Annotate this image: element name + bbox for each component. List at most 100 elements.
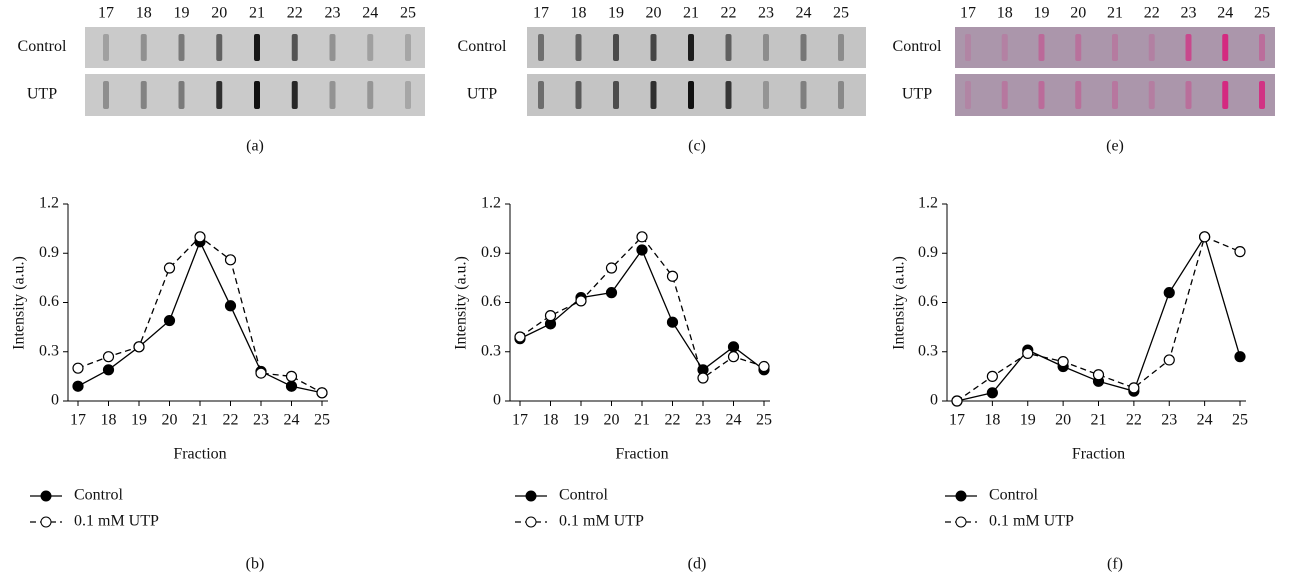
series-line	[78, 242, 322, 393]
point	[952, 396, 962, 406]
y-tick-label: 1.2	[918, 195, 938, 212]
lane-label: 20	[211, 5, 227, 22]
band	[1259, 81, 1265, 109]
point	[165, 316, 175, 326]
band	[1186, 81, 1192, 109]
band	[292, 34, 298, 61]
panel-label: (a)	[246, 138, 264, 155]
y-axis-title: Intensity (a.u.)	[11, 256, 28, 350]
band	[801, 34, 807, 61]
point	[134, 342, 144, 352]
band	[688, 34, 694, 61]
y-axis-title: Intensity (a.u.)	[891, 256, 908, 350]
point	[287, 371, 297, 381]
point	[104, 352, 114, 362]
lane-label: 18	[136, 5, 152, 22]
point	[759, 362, 769, 372]
y-tick-label: 1.2	[481, 195, 501, 212]
row-label: UTP	[902, 86, 932, 103]
x-tick-label: 20	[604, 412, 620, 429]
legend-marker	[956, 517, 966, 527]
x-tick-label: 20	[162, 412, 178, 429]
band	[965, 34, 971, 61]
point	[1058, 357, 1068, 367]
band	[179, 34, 185, 61]
x-tick-label: 17	[70, 412, 86, 429]
point	[668, 271, 678, 281]
lane-label: 21	[683, 5, 699, 22]
x-tick-label: 22	[223, 412, 239, 429]
band	[613, 34, 619, 61]
band	[292, 81, 298, 109]
row-label: UTP	[27, 86, 57, 103]
x-tick-label: 18	[543, 412, 559, 429]
point	[226, 301, 236, 311]
lane-label: 17	[960, 5, 976, 22]
band	[801, 81, 807, 109]
panel-label: (f)	[1107, 556, 1123, 573]
lane-label: 17	[533, 5, 549, 22]
point	[637, 245, 647, 255]
x-axis-title: Fraction	[615, 446, 668, 463]
band	[763, 81, 769, 109]
legend-label: Control	[74, 487, 123, 504]
band	[179, 81, 185, 109]
y-tick-label: 0.6	[481, 293, 501, 310]
y-tick-label: 0.3	[481, 342, 501, 359]
legend-marker	[526, 517, 536, 527]
band	[1222, 81, 1228, 109]
y-tick-label: 0.6	[918, 293, 938, 310]
point	[637, 232, 647, 242]
band	[405, 81, 411, 109]
y-tick-label: 0.9	[481, 244, 501, 261]
x-tick-label: 20	[1055, 412, 1071, 429]
y-tick-label: 0.9	[918, 244, 938, 261]
x-tick-label: 23	[1161, 412, 1177, 429]
legend-label: 0.1 mM UTP	[74, 513, 159, 530]
band	[254, 34, 260, 61]
point	[195, 232, 205, 242]
band	[1112, 34, 1118, 61]
band	[763, 34, 769, 61]
legend-label: Control	[989, 487, 1038, 504]
band	[726, 34, 732, 61]
legend-label: 0.1 mM UTP	[989, 513, 1074, 530]
point	[104, 365, 114, 375]
x-tick-label: 25	[756, 412, 772, 429]
band	[838, 34, 844, 61]
band	[103, 34, 109, 61]
point	[1164, 355, 1174, 365]
band	[965, 81, 971, 109]
point	[987, 371, 997, 381]
x-tick-label: 23	[695, 412, 711, 429]
point	[1235, 352, 1245, 362]
lane-label: 24	[362, 5, 378, 22]
y-tick-label: 0	[930, 392, 938, 409]
band	[141, 34, 147, 61]
point	[73, 381, 83, 391]
lane-label: 24	[796, 5, 812, 22]
x-tick-label: 24	[1197, 412, 1213, 429]
x-tick-label: 19	[131, 412, 147, 429]
x-tick-label: 18	[101, 412, 117, 429]
point	[1023, 348, 1033, 358]
point	[576, 296, 586, 306]
band	[1002, 34, 1008, 61]
chart: 00.30.60.91.2171819202122232425FractionI…	[453, 195, 772, 573]
band	[651, 34, 657, 61]
point	[1094, 370, 1104, 380]
point	[668, 317, 678, 327]
x-tick-label: 22	[665, 412, 681, 429]
y-tick-label: 0.6	[39, 293, 59, 310]
band	[141, 81, 147, 109]
series-line	[78, 237, 322, 393]
band	[330, 81, 336, 109]
band	[1075, 81, 1081, 109]
lane-label: 22	[287, 5, 303, 22]
point	[1235, 247, 1245, 257]
band	[254, 81, 260, 109]
row-label: UTP	[467, 86, 497, 103]
point	[317, 388, 327, 398]
band	[1039, 81, 1045, 109]
panel-label: (d)	[688, 556, 707, 573]
